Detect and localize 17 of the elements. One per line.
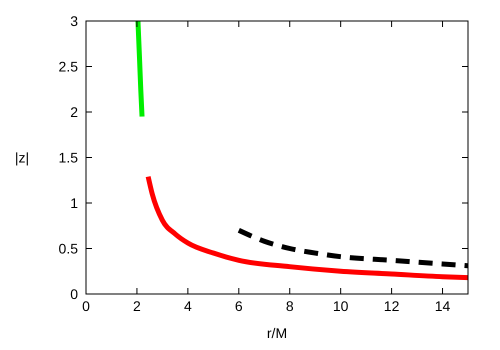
y-tick-label: 0.5: [58, 240, 78, 256]
y-tick-label: 3: [70, 13, 78, 29]
x-tick-label: 12: [384, 298, 400, 314]
x-tick-label: 4: [184, 298, 192, 314]
y-tick-label: 2: [70, 104, 78, 120]
x-tick-label: 6: [234, 298, 243, 314]
x-tick-label: 0: [82, 298, 90, 314]
y-tick-label: 2.5: [58, 58, 78, 74]
x-tick-label: 14: [434, 298, 451, 314]
y-tick-label: 1.5: [58, 150, 78, 166]
x-tick-label: 8: [286, 298, 294, 314]
y-tick-label: 0: [70, 286, 78, 302]
x-tick-label: 2: [133, 298, 142, 314]
x-axis-title: r/M: [266, 325, 288, 341]
y-tick-label: 1: [70, 195, 78, 211]
x-tick-label: 10: [332, 298, 349, 314]
y-axis-title: |z|: [14, 150, 30, 166]
